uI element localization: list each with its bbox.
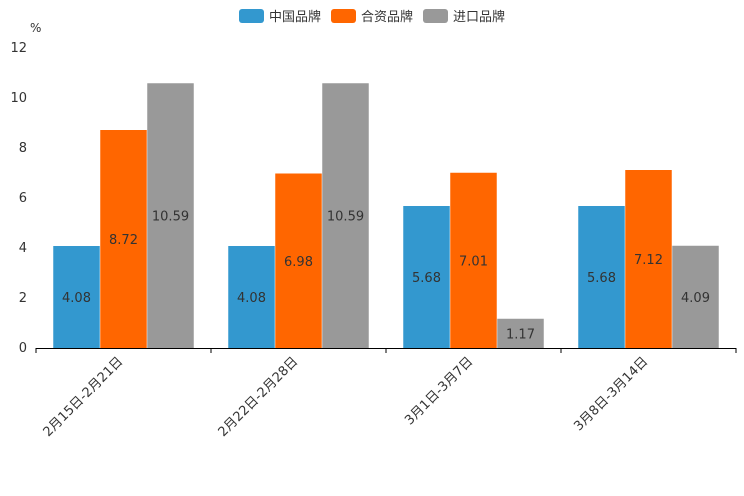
- legend-swatch-imported: [423, 8, 448, 23]
- legend-label-imported: 进口品牌: [453, 10, 506, 25]
- bar: [497, 318, 544, 348]
- y-tick-label: 6: [19, 191, 27, 206]
- data-label: 10.59: [327, 210, 364, 225]
- y-tick-label: 2: [19, 291, 27, 306]
- y-tick-label: 12: [10, 41, 27, 56]
- bar: [672, 245, 719, 348]
- bar: [578, 206, 625, 348]
- bar: [275, 173, 322, 348]
- bar: [228, 246, 275, 348]
- bar: [100, 130, 147, 348]
- y-tick-label: 4: [19, 241, 27, 256]
- x-tick-label: 3月8日-3月14日: [571, 354, 651, 434]
- data-label: 5.68: [587, 271, 616, 286]
- data-label: 10.59: [152, 210, 189, 225]
- bar: [625, 170, 672, 348]
- bar: [450, 172, 497, 348]
- x-tick-label: 2月15日-2月21日: [41, 354, 127, 440]
- data-label: 4.08: [62, 291, 91, 306]
- bar: [403, 206, 450, 348]
- data-label: 1.17: [506, 327, 535, 342]
- y-tick-label: 0: [19, 341, 27, 356]
- legend-label-domestic: 中国品牌: [268, 10, 321, 25]
- x-tick-label: 2月22日-2月28日: [216, 354, 302, 440]
- bar: [322, 83, 369, 348]
- y-tick-label: 10: [10, 91, 27, 106]
- legend-item-imported[interactable]: 进口品牌: [423, 6, 505, 25]
- data-label: 5.68: [412, 271, 441, 286]
- legend-item-joint-venture[interactable]: 合资品牌: [330, 6, 413, 25]
- legend-swatch-joint-venture: [330, 8, 356, 23]
- y-axis-unit-label: %: [30, 21, 42, 35]
- legend-label-joint-venture: 合资品牌: [360, 10, 413, 25]
- data-label: 6.98: [284, 255, 313, 270]
- data-label: 4.08: [237, 291, 266, 306]
- y-tick-label: 8: [19, 141, 27, 156]
- legend-item-domestic[interactable]: 中国品牌: [238, 6, 321, 25]
- legend-swatch-domestic: [238, 8, 264, 23]
- bar: [53, 246, 100, 348]
- data-label: 7.01: [459, 254, 488, 269]
- data-label: 7.12: [634, 253, 663, 268]
- x-tick-label: 3月1日-3月7日: [402, 354, 476, 428]
- chart-legend: 中国品牌 合资品牌 进口品牌: [0, 6, 744, 25]
- bar: [147, 83, 194, 348]
- data-label: 8.72: [109, 233, 138, 248]
- data-label: 4.09: [681, 291, 710, 306]
